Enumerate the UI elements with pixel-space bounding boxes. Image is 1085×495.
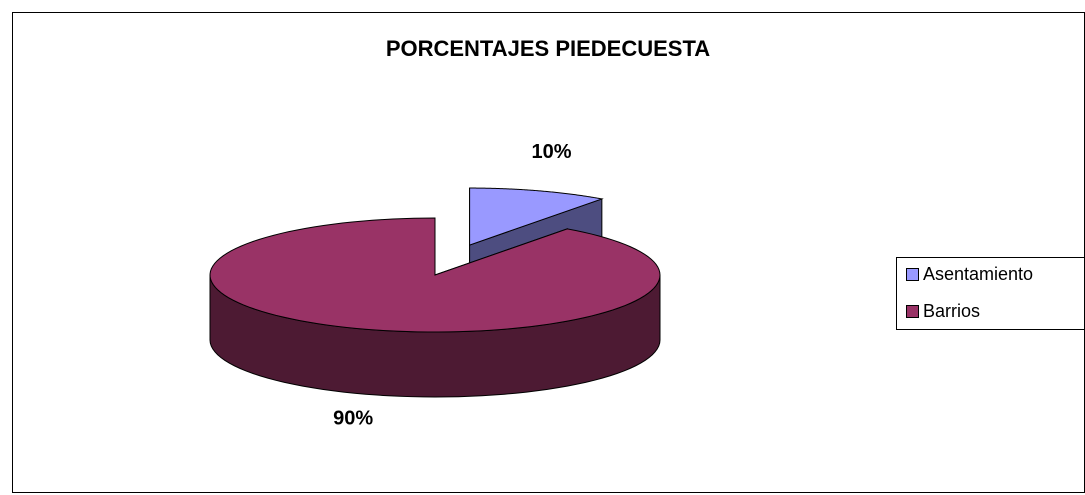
pie-slice <box>209 217 661 333</box>
legend-label: Asentamiento <box>923 264 1033 284</box>
legend-box <box>896 257 1085 330</box>
legend-swatch <box>906 268 919 281</box>
pie-slice <box>469 187 604 246</box>
data-label: 10% <box>531 141 571 163</box>
legend-swatch <box>906 305 919 318</box>
chart-title: PORCENTAJES PIEDECUESTA <box>386 36 710 61</box>
legend-label: Barrios <box>923 301 980 321</box>
data-label: 90% <box>333 408 373 430</box>
